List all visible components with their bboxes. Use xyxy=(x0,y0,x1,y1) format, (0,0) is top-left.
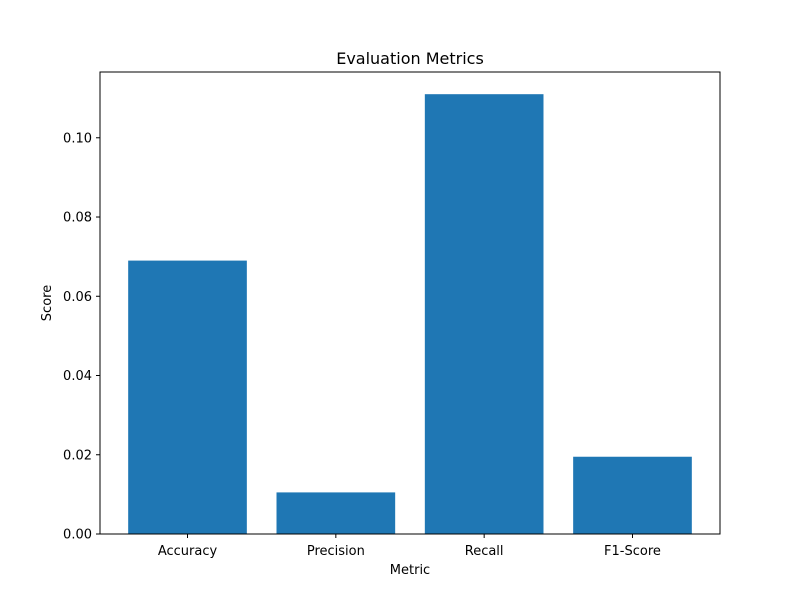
y-tick-label: 0.02 xyxy=(63,448,92,463)
bars-group xyxy=(128,94,692,534)
x-tick-label: Accuracy xyxy=(158,544,218,559)
y-tick-label: 0.10 xyxy=(63,131,92,146)
bar-recall xyxy=(424,94,544,534)
bar-accuracy xyxy=(128,260,247,534)
x-axis-ticks: Accuracy Precision Recall F1-Score xyxy=(158,534,661,559)
y-tick-label: 0.00 xyxy=(63,528,92,543)
x-tick-label: F1-Score xyxy=(604,544,661,559)
bar-f1-score xyxy=(573,456,692,534)
y-tick-label: 0.08 xyxy=(63,211,92,226)
y-axis-label: Score xyxy=(40,285,55,321)
y-tick-label: 0.06 xyxy=(63,290,92,305)
plot-frame xyxy=(99,71,721,535)
x-tick-label: Precision xyxy=(307,544,365,559)
y-axis-ticks: 0.00 0.02 0.04 0.06 0.08 0.10 xyxy=(63,131,100,543)
x-tick-label: Recall xyxy=(465,544,504,559)
chart-title: Evaluation Metrics xyxy=(336,49,484,68)
bar-precision xyxy=(276,492,396,534)
y-tick-label: 0.04 xyxy=(63,369,92,384)
x-axis-label: Metric xyxy=(390,563,430,578)
